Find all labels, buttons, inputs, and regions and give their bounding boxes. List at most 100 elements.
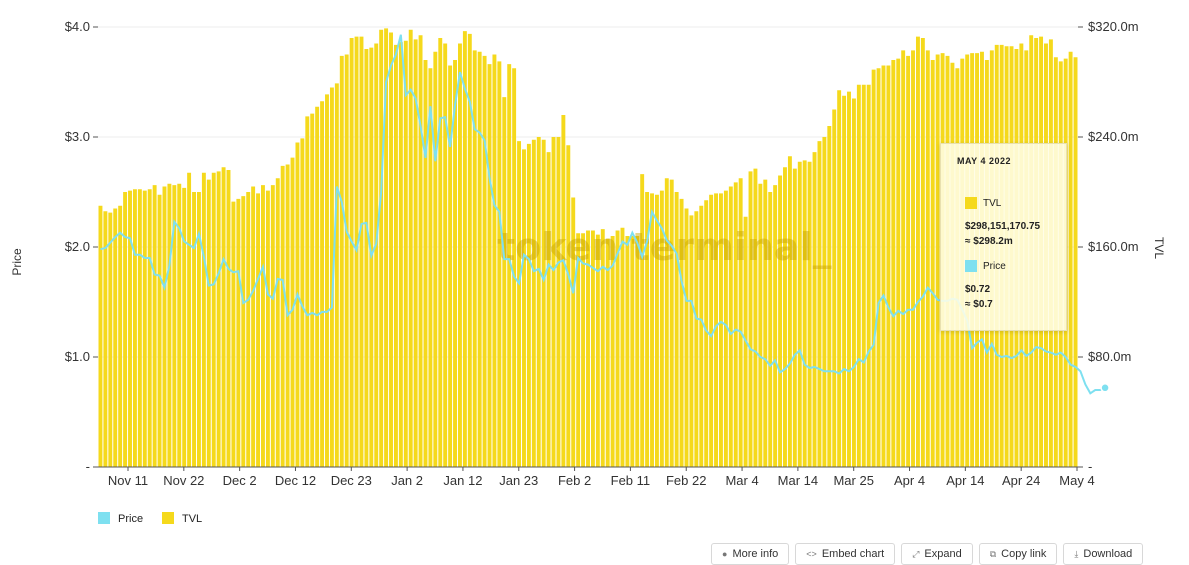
tvl-bar xyxy=(783,167,787,467)
tvl-bar xyxy=(773,185,778,468)
tvl-bar xyxy=(733,182,738,468)
tvl-bar xyxy=(935,54,940,467)
x-tick-label: Jan 23 xyxy=(499,473,538,488)
tooltip-price-label: Price xyxy=(983,261,1006,272)
tvl-bar xyxy=(915,36,920,468)
tvl-bar xyxy=(182,187,187,468)
legend-item-price[interactable]: Price xyxy=(98,512,143,525)
tvl-bar xyxy=(581,233,586,467)
y-left-tick-label: $3.0 xyxy=(65,129,90,144)
download-button[interactable]: ⤓ Download xyxy=(1063,543,1144,565)
x-tick-label: Feb 2 xyxy=(558,473,591,488)
tvl-bar xyxy=(167,183,172,467)
tvl-bar xyxy=(694,211,699,467)
y-right-tick-label: $320.0m xyxy=(1088,19,1139,34)
tvl-bar xyxy=(531,139,536,467)
tvl-bar xyxy=(699,205,704,467)
tvl-bar xyxy=(280,165,285,468)
y-axis-right: $320.0m $240.0m $160.0m $80.0m - xyxy=(1078,19,1139,474)
tvl-bar xyxy=(738,178,743,467)
tvl-bar xyxy=(925,50,930,468)
tvl-bar xyxy=(152,185,157,468)
hover-tooltip: MAY 4 2022 TVL $298,151,170.75 ≈ $298.2m… xyxy=(940,143,1067,331)
tvl-bar xyxy=(635,236,640,467)
legend-price-swatch xyxy=(98,512,110,524)
y-left-tick-label: $1.0 xyxy=(65,349,90,364)
tvl-bar xyxy=(851,98,856,467)
tvl-bar xyxy=(221,167,226,467)
tvl-bar xyxy=(886,65,891,467)
y-right-tick-label: $160.0m xyxy=(1088,239,1139,254)
tvl-bar xyxy=(802,160,807,468)
tvl-bar xyxy=(551,137,556,467)
tvl-bar xyxy=(206,179,211,468)
tvl-bar xyxy=(492,54,497,467)
tvl-bar xyxy=(103,211,108,467)
y-right-tick-label: $240.0m xyxy=(1088,129,1139,144)
x-tick-label: Nov 22 xyxy=(163,473,204,488)
tvl-bar xyxy=(659,190,664,468)
tvl-bar xyxy=(650,193,654,468)
tvl-bar xyxy=(270,185,275,468)
tooltip-tvl-label: TVL xyxy=(983,198,1002,209)
tvl-bar xyxy=(1073,57,1078,467)
x-tick-label: Mar 25 xyxy=(833,473,873,488)
tvl-bar xyxy=(433,51,438,467)
tvl-bar xyxy=(714,193,718,468)
tvl-bar xyxy=(753,168,758,468)
legend-tvl-label: TVL xyxy=(182,513,203,525)
tvl-bar xyxy=(901,50,906,468)
tvl-bar xyxy=(305,116,310,468)
info-icon: ● xyxy=(722,549,728,559)
tooltip-tvl-swatch xyxy=(965,197,977,209)
tvl-bar xyxy=(871,69,876,468)
tvl-bar xyxy=(556,137,561,467)
tooltip-price-approx: ≈ $0.7 xyxy=(965,299,993,310)
tvl-bar xyxy=(413,39,418,468)
tooltip-tvl-approx: ≈ $298.2m xyxy=(965,236,1013,247)
tvl-bar xyxy=(315,106,320,467)
tvl-bar xyxy=(418,35,423,467)
tvl-bar xyxy=(837,90,842,467)
tvl-bar xyxy=(187,172,192,467)
tvl-bar xyxy=(605,238,610,467)
expand-button[interactable]: ⤢ Expand xyxy=(901,543,973,565)
copy-link-label: Copy link xyxy=(1001,548,1047,560)
tvl-bar xyxy=(423,60,428,467)
tvl-bar xyxy=(768,192,773,467)
tvl-bar xyxy=(920,38,925,467)
tooltip-date: MAY 4 2022 xyxy=(957,156,1012,166)
tvl-bar xyxy=(325,94,329,468)
tvl-bar xyxy=(842,95,847,467)
y-left-tick-label: - xyxy=(86,459,90,474)
tvl-bar xyxy=(393,44,398,468)
tvl-bar xyxy=(797,161,802,467)
tvl-bar xyxy=(709,194,714,467)
tvl-bar xyxy=(930,60,935,467)
tvl-bar xyxy=(896,58,901,468)
code-icon: <> xyxy=(806,549,817,559)
tvl-bar xyxy=(566,145,571,467)
tvl-bar xyxy=(172,185,177,468)
x-axis: Nov 11 Nov 22 Dec 2 Dec 12 Dec 23 Jan 2 Jan 12… xyxy=(98,466,1095,488)
legend-tvl-swatch xyxy=(162,512,174,524)
embed-chart-button[interactable]: <> Embed chart xyxy=(795,543,896,565)
tvl-bar xyxy=(295,142,300,467)
tvl-bar xyxy=(911,50,915,468)
legend-item-tvl[interactable]: TVL xyxy=(162,512,202,525)
tvl-bar xyxy=(541,139,546,467)
copy-link-button[interactable]: ⧉ Copy link xyxy=(978,543,1058,565)
tvl-bar xyxy=(142,190,147,468)
tvl-bar xyxy=(467,33,472,468)
x-tick-label: Dec 2 xyxy=(223,473,257,488)
tvl-bar xyxy=(684,208,689,467)
y-left-tick-label: $4.0 xyxy=(65,19,90,34)
tvl-bar xyxy=(246,192,251,467)
tvl-bar xyxy=(403,40,408,467)
tvl-bar xyxy=(620,227,625,467)
tvl-bar xyxy=(453,60,457,467)
tvl-bar xyxy=(748,171,753,468)
tvl-bar xyxy=(458,43,462,467)
more-info-button[interactable]: ● More info xyxy=(711,543,790,565)
